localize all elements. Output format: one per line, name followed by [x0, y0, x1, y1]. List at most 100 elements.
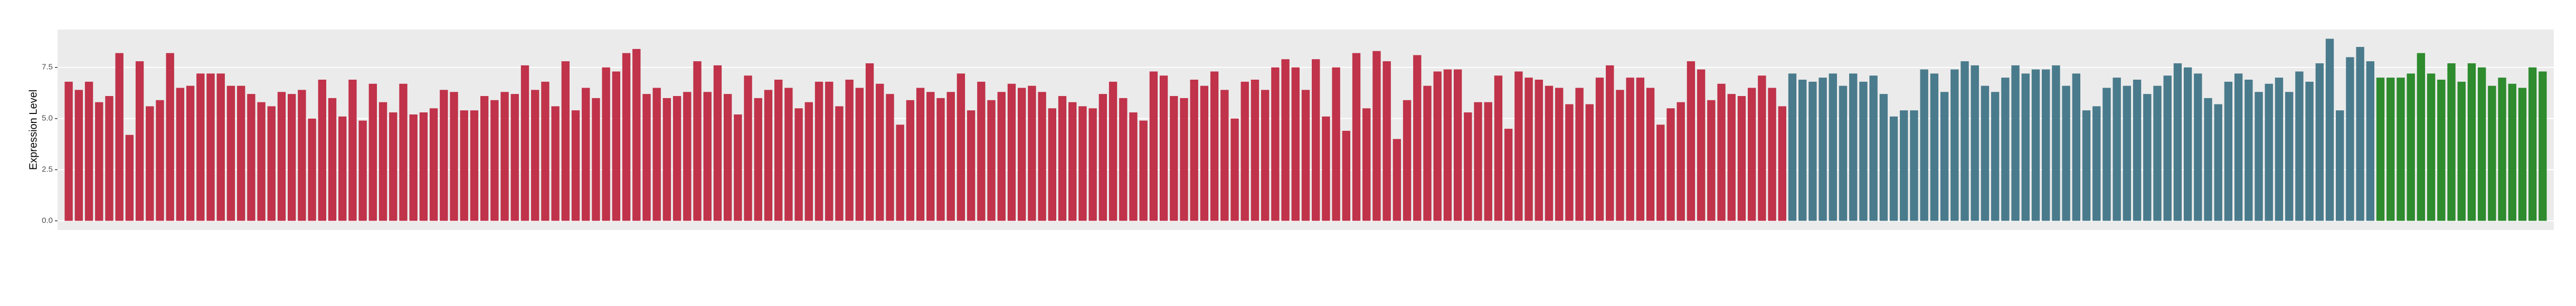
bar [146, 106, 154, 221]
bar [2518, 88, 2527, 221]
bar [1119, 98, 1128, 221]
bar [1677, 102, 1685, 221]
bar [1616, 90, 1624, 221]
bar [1038, 92, 1046, 221]
bar [216, 73, 225, 221]
bar [429, 108, 438, 221]
bar [1991, 92, 2000, 221]
bar [2255, 92, 2263, 221]
bar [1190, 80, 1198, 221]
bar [1788, 73, 1797, 221]
bar [358, 120, 367, 221]
bar [2265, 83, 2273, 221]
bar [308, 118, 316, 221]
bar [236, 85, 245, 221]
bar [561, 61, 570, 221]
bar [1261, 90, 1270, 221]
bar [1565, 104, 1574, 221]
bar [1210, 71, 1219, 221]
bar [2052, 65, 2060, 221]
bar [1535, 80, 1543, 221]
bar [64, 81, 73, 221]
bar [1170, 96, 1178, 221]
bar [1717, 83, 1726, 221]
bar [1981, 85, 1990, 221]
bar [1778, 106, 1786, 221]
bar [876, 83, 884, 221]
bar [1098, 94, 1107, 221]
bar [1859, 81, 1868, 221]
bar [835, 106, 844, 221]
bar [592, 98, 600, 221]
bar [338, 116, 347, 221]
bar [176, 88, 185, 221]
y-tick-label: 7.5 [42, 63, 53, 72]
bar [2427, 73, 2436, 221]
bar [2275, 78, 2284, 221]
bar [632, 49, 641, 221]
bar [1413, 55, 1422, 221]
bar [1271, 67, 1280, 221]
bar [2082, 110, 2091, 221]
bar [2457, 81, 2466, 221]
bar [926, 92, 935, 221]
bar [541, 81, 550, 221]
bar [105, 96, 113, 221]
bar [1666, 108, 1675, 221]
bar [1109, 81, 1117, 221]
bar [571, 110, 580, 221]
bar [2143, 94, 2152, 221]
bar [288, 94, 296, 221]
bar [1068, 102, 1077, 221]
bar [1950, 69, 1959, 221]
bar [399, 83, 408, 221]
bar [622, 53, 631, 221]
bar [2376, 78, 2385, 221]
bar [196, 73, 205, 221]
bar [1900, 110, 1908, 221]
bar [1524, 78, 1533, 221]
bar [2183, 67, 2192, 221]
bar [662, 98, 671, 221]
bar [956, 73, 965, 221]
bar [683, 92, 692, 221]
bar [754, 98, 762, 221]
bar [2285, 92, 2294, 221]
bar [1301, 90, 1310, 221]
bar [389, 112, 397, 221]
bar [267, 106, 276, 221]
bar [1291, 67, 1300, 221]
bar [2336, 110, 2344, 221]
bar [2031, 69, 2040, 221]
bar [1322, 116, 1330, 221]
bar [2001, 78, 2010, 221]
bar [156, 100, 164, 221]
bar [1362, 108, 1371, 221]
bar [2295, 71, 2304, 221]
bar [2234, 73, 2243, 221]
bar [1555, 88, 1564, 221]
bar [2488, 85, 2496, 221]
bar [673, 96, 681, 221]
bar [419, 112, 428, 221]
bar [1139, 120, 1148, 221]
bar [2386, 78, 2395, 221]
bar [1484, 102, 1492, 221]
bar [1017, 88, 1026, 221]
bar [1920, 69, 1928, 221]
bar [1626, 78, 1634, 221]
bar [1433, 71, 1442, 221]
bar [1697, 69, 1706, 221]
bar [2103, 88, 2111, 221]
bar [510, 94, 519, 221]
bar [1007, 83, 1016, 221]
bar [2397, 78, 2405, 221]
bar [2163, 75, 2172, 221]
bar [1230, 118, 1239, 221]
bar [1545, 85, 1554, 221]
bar [1382, 61, 1391, 221]
bar [886, 94, 894, 221]
bar [642, 94, 651, 221]
bar [298, 90, 306, 221]
bar [1727, 94, 1736, 221]
